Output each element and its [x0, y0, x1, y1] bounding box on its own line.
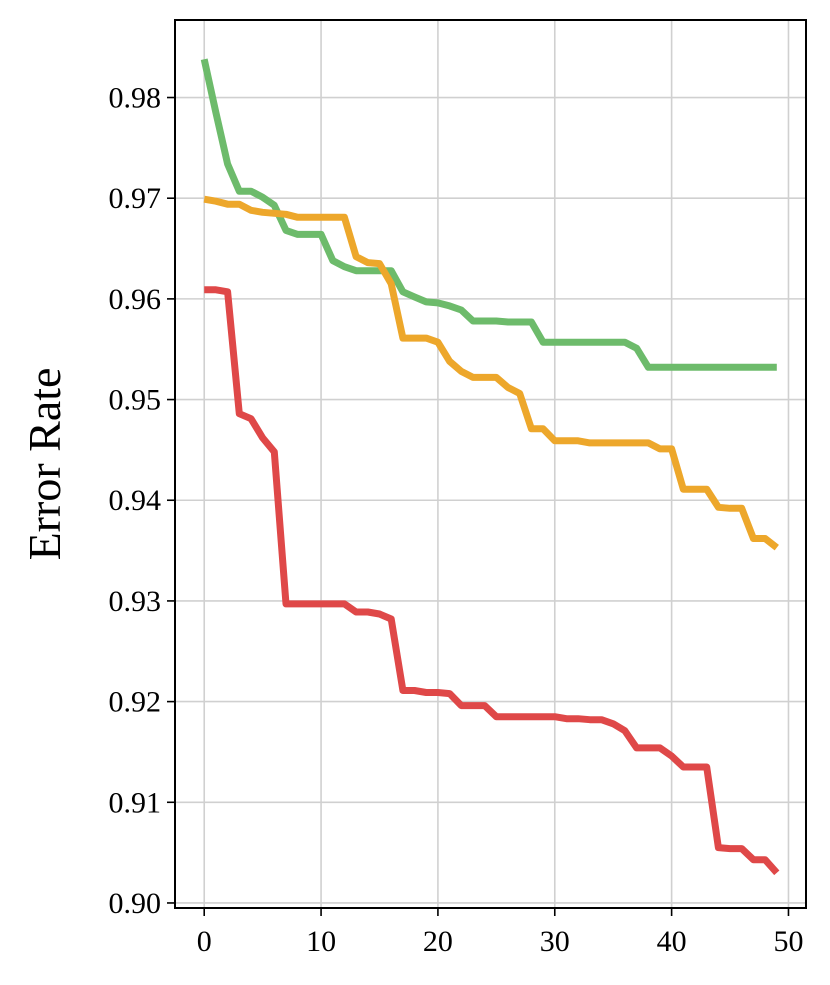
y-axis-title: Error Rate — [19, 368, 70, 561]
x-tick-label-0: 0 — [197, 925, 212, 958]
y-tick-label-6: 0.96 — [109, 283, 162, 316]
x-tick-label-3: 30 — [540, 925, 570, 958]
x-gridlines — [203, 20, 790, 908]
y-tick-label-3: 0.93 — [109, 585, 162, 618]
y-tick-label-7: 0.97 — [109, 182, 162, 215]
x-tick-label-5: 50 — [773, 925, 803, 958]
y-tick-label-5: 0.95 — [109, 384, 162, 417]
y-tick-label-2: 0.92 — [109, 686, 162, 719]
x-axis-ticks: 0 10 20 30 40 50 — [197, 908, 803, 958]
x-tick-label-2: 20 — [423, 925, 453, 958]
y-tick-label-4: 0.94 — [109, 484, 162, 517]
plot-frame — [174, 19, 807, 909]
x-tick-label-1: 10 — [306, 925, 336, 958]
x-tick-label-4: 40 — [657, 925, 687, 958]
y-tick-label-1: 0.91 — [109, 786, 162, 819]
y-tick-label-8: 0.98 — [109, 82, 162, 115]
y-axis-ticks: 0.90 0.91 0.92 0.93 0.94 0.95 0.96 0.97 0.98 — [109, 82, 175, 920]
series-layer — [200, 58, 780, 876]
y-tick-label-0: 0.90 — [109, 887, 162, 920]
series-line-2 — [204, 286, 780, 876]
series-line-0 — [200, 58, 777, 371]
series-line-1 — [203, 195, 779, 551]
